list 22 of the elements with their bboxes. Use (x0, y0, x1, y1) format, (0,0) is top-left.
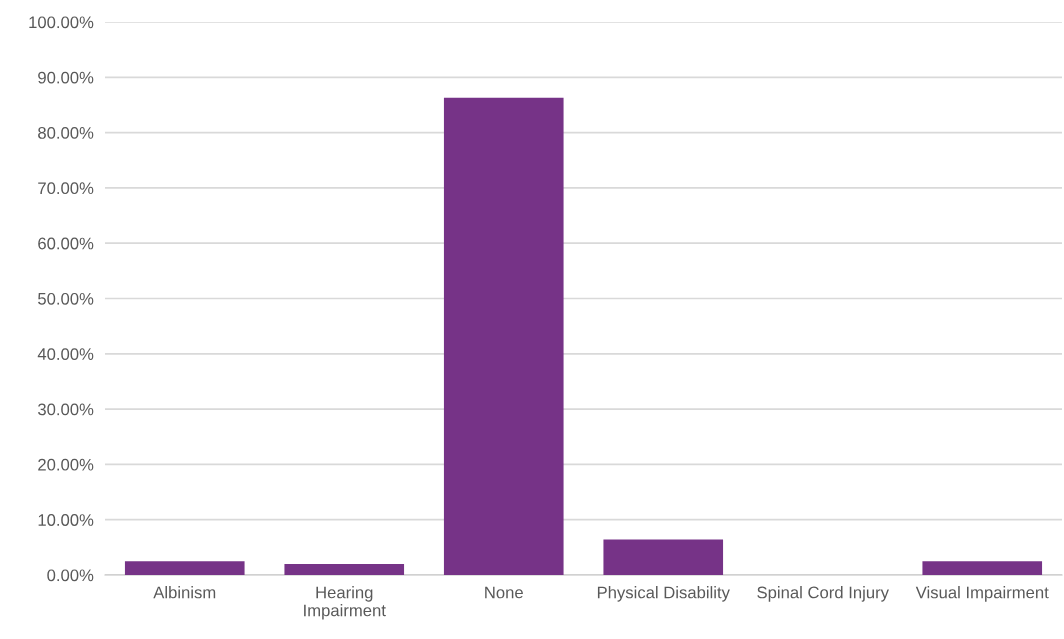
bar (922, 561, 1043, 575)
y-tick-label: 30.00% (38, 403, 94, 416)
y-tick-label: 40.00% (37, 348, 94, 360)
bar (284, 563, 405, 575)
y-tick-label: 80.00% (38, 127, 94, 139)
x-tick-label: Albinism (153, 586, 216, 599)
x-tick-label: Visual Impairment (915, 586, 1049, 602)
y-tick-label: 90.00% (38, 71, 94, 84)
y-tick-label: 70.00% (38, 182, 94, 195)
y-tick-label: 60.00% (38, 237, 94, 250)
bar (603, 539, 724, 575)
x-tick-label: Hearing Impairment (304, 586, 386, 620)
y-tick-label: 20.00% (38, 458, 94, 471)
x-tick-label: Spinal Cord Injury (757, 586, 889, 602)
bar (124, 561, 245, 575)
y-tick-label: 0.00% (47, 569, 94, 582)
x-tick-label: None (485, 586, 523, 599)
y-tick-label: 50.00% (38, 292, 94, 305)
y-tick-label: 10.00% (38, 514, 94, 526)
bar (443, 97, 564, 575)
x-tick-label: Physical Disability (597, 586, 730, 602)
y-tick-label: 100.00% (29, 16, 94, 29)
